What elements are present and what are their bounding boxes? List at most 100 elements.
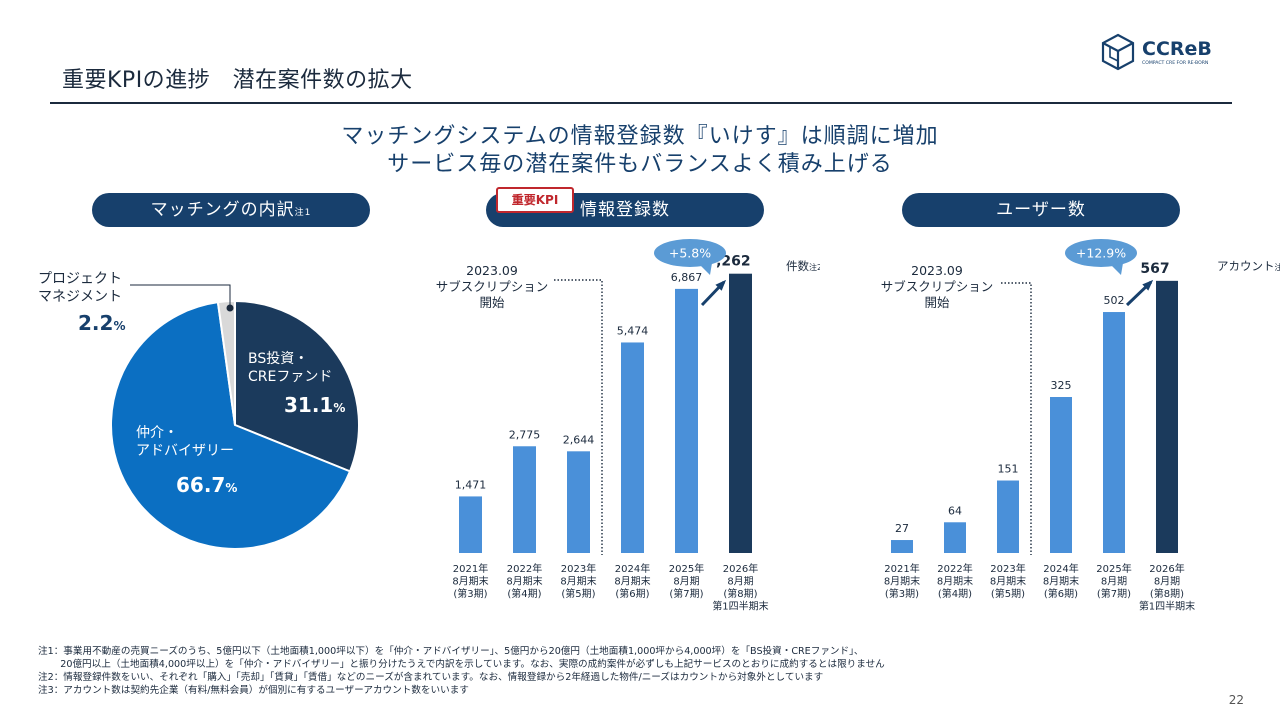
bar-4 <box>1103 312 1125 553</box>
category-label-5-2: (第8期) <box>1150 587 1184 600</box>
pm-callout-line <box>130 284 234 312</box>
category-label-4-0: 2025年 <box>1096 562 1131 575</box>
bar-value-label-2: 2,644 <box>563 433 595 446</box>
footnote-3: 注3：アカウント数は契約先企業（有料/無料会員）が個別に有するユーザーアカウント… <box>38 685 469 696</box>
headline-line-1: マッチングシステムの情報登録数『いけす』は順調に増加 <box>341 124 939 149</box>
category-label-3-0: 2024年 <box>1043 562 1078 575</box>
category-label-2-1: 8月期末 <box>560 575 596 588</box>
pie-label-bs: BS投資・ CREファンド <box>248 350 332 386</box>
title-divider <box>50 102 1232 104</box>
category-label-5-0: 2026年 <box>1149 562 1184 575</box>
category-label-0-2: (第3期) <box>885 587 919 600</box>
pie-pct-chukai-value: 66.7 <box>176 473 226 497</box>
bar-value-label-1: 2,775 <box>509 428 541 441</box>
pie-label-chukai-line2: アドバイザリー <box>136 443 234 459</box>
bar-value-label-3: 5,474 <box>617 324 649 337</box>
pie-pct-bs-unit: % <box>333 401 346 415</box>
category-label-0-0: 2021年 <box>884 562 919 575</box>
users-bar-chart: 272021年8月期末(第3期)642022年8月期末(第4期)1512023年… <box>881 239 1280 613</box>
footnote-2: 注2：情報登録件数をいい、それぞれ「購入」「売却」「賃貸」「賃借」などのニーズが… <box>38 672 824 683</box>
pie-pct-bs-value: 31.1 <box>284 393 334 417</box>
bar-1 <box>513 446 536 553</box>
page-title: 重要KPIの進捗 潜在案件数の拡大 <box>62 68 413 93</box>
pie-pct-chukai: 66.7% <box>176 473 237 497</box>
subscription-annotation-2: 開始 <box>479 295 505 310</box>
unit-label: 件数注2 <box>786 259 820 273</box>
bar-3 <box>1050 397 1072 553</box>
pie-pct-pm-value: 2.2 <box>78 311 114 335</box>
pie-label-chukai-line1: 仲介・ <box>136 425 178 441</box>
pie-label-bs-line2: CREファンド <box>248 369 333 385</box>
category-label-3-1: 8月期末 <box>1043 575 1079 588</box>
bar-value-label-1: 64 <box>948 504 962 517</box>
pie-slice-chukai <box>110 301 352 550</box>
bar-0 <box>459 496 482 553</box>
bar2-section-title-text: ユーザー数 <box>996 200 1086 220</box>
growth-bubble-text: +5.8% <box>669 246 711 261</box>
category-label-1-0: 2022年 <box>507 562 542 575</box>
bar-value-label-4: 502 <box>1104 294 1125 307</box>
pie-pct-chukai-unit: % <box>225 481 238 495</box>
category-label-0-1: 8月期末 <box>452 575 488 588</box>
bar-3 <box>621 342 644 553</box>
pie-section-note: 注1 <box>294 208 312 218</box>
bar-5 <box>1156 280 1178 553</box>
unit-note: 注3 <box>1275 262 1280 272</box>
category-label-0-0: 2021年 <box>453 562 488 575</box>
company-logo: CCReB COMPACT CRE FOR RE-BORN <box>1100 33 1250 73</box>
pie-slice-pm <box>216 299 236 426</box>
matching-breakdown-pie <box>110 299 360 550</box>
page-number: 22 <box>1228 693 1244 707</box>
growth-bubble <box>654 239 726 267</box>
category-label-4-1: 8月期 <box>1101 576 1127 588</box>
unit-note: 注2 <box>809 262 820 272</box>
category-label-5-1: 8月期 <box>1154 576 1180 588</box>
bar1-section-title-text: 情報登録数 <box>580 200 670 220</box>
subscription-annotation-2: 開始 <box>924 295 950 310</box>
growth-bubble-tail <box>700 263 712 275</box>
bar-value-label-4: 6,867 <box>671 271 703 284</box>
category-label-0-2: (第3期) <box>453 587 487 600</box>
category-label-4-1: 8月期 <box>673 576 699 588</box>
subscription-annotation-1: サブスクリプション <box>436 279 549 294</box>
category-label-3-0: 2024年 <box>615 562 650 575</box>
growth-bubble <box>1065 239 1137 267</box>
bar-5 <box>729 273 752 553</box>
pie-pct-pm-unit: % <box>113 319 126 333</box>
bar-4 <box>675 288 698 553</box>
category-label-1-2: (第4期) <box>507 587 541 600</box>
pie-pct-bs: 31.1% <box>284 393 345 417</box>
logo-cube-icon: CCReB COMPACT CRE FOR RE-BORN <box>1101 33 1212 71</box>
logo-tagline: COMPACT CRE FOR RE-BORN <box>1142 60 1208 66</box>
category-label-5-3: 第1四半期末 <box>712 600 768 613</box>
category-label-4-0: 2025年 <box>669 562 704 575</box>
category-label-5-3: 第1四半期末 <box>1139 600 1195 613</box>
unit-label: アカウント注3 <box>1217 259 1280 273</box>
bar-value-label-2: 151 <box>998 463 1019 476</box>
bar-value-label-0: 27 <box>895 522 909 535</box>
pie-label-pm-line2: マネジメント <box>38 289 122 305</box>
category-label-1-1: 8月期末 <box>937 575 973 588</box>
pie-pct-pm: 2.2% <box>78 311 125 335</box>
category-label-3-2: (第6期) <box>1044 587 1078 600</box>
bar-value-label-3: 325 <box>1051 379 1072 392</box>
headline-line-2: サービス毎の潜在案件もバランスよく積み上げる <box>387 152 893 177</box>
bar-0 <box>891 540 913 553</box>
subscription-divider-line <box>1001 282 1032 555</box>
subscription-annotation-1: サブスクリプション <box>881 279 994 294</box>
category-label-5-0: 2026年 <box>723 562 758 575</box>
bar-2 <box>997 480 1019 553</box>
bar2-section-title: ユーザー数 <box>902 193 1180 227</box>
bar-2 <box>567 451 590 553</box>
growth-bubble-text: +12.9% <box>1076 246 1126 261</box>
pie-label-chukai: 仲介・ アドバイザリー <box>136 424 234 460</box>
pie-section-title-text: マッチングの内訳 <box>150 200 295 220</box>
bar-1 <box>944 522 966 553</box>
growth-arrow-head <box>715 279 727 291</box>
category-label-4-2: (第7期) <box>1097 587 1131 600</box>
pie-label-bs-line1: BS投資・ <box>248 351 309 367</box>
category-label-3-1: 8月期末 <box>614 575 650 588</box>
category-label-4-2: (第7期) <box>669 587 703 600</box>
category-label-3-2: (第6期) <box>615 587 649 600</box>
category-label-5-1: 8月期 <box>727 576 753 588</box>
